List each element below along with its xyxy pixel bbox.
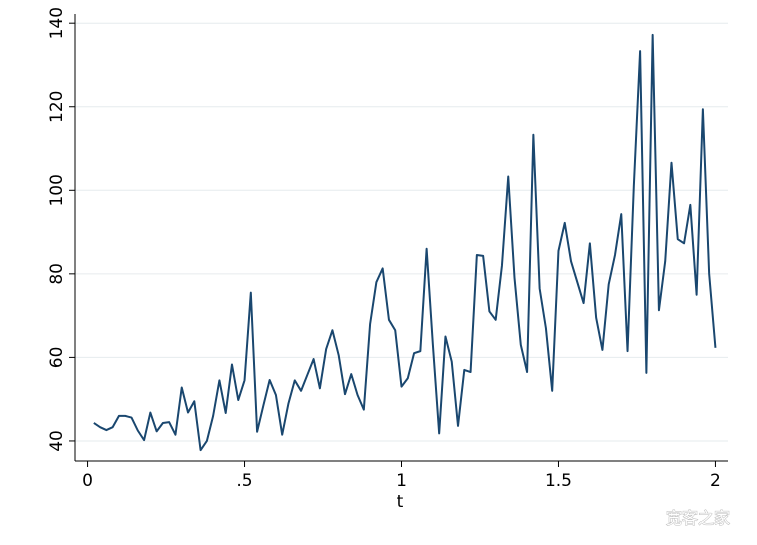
x-axis-label: t [397, 492, 404, 512]
y-tick-label: 40 [47, 430, 67, 452]
x-tick-label: .5 [236, 471, 252, 491]
x-tick-label: 1.5 [545, 471, 572, 491]
x-tick-label: 0 [82, 471, 93, 491]
x-tick-label: 1 [396, 471, 407, 491]
data-line [93, 33, 717, 452]
y-tick-label: 60 [47, 347, 67, 369]
x-tick-label: 2 [710, 471, 721, 491]
y-tick-label: 80 [47, 263, 67, 285]
y-tick-label: 120 [47, 91, 67, 123]
y-tick-label: 100 [47, 174, 67, 206]
watermark: 宽客之家 [666, 509, 730, 528]
y-tick-label: 140 [47, 7, 67, 39]
